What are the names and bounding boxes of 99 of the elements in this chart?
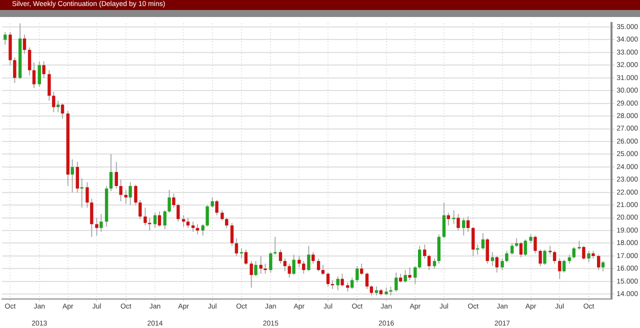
candlestick [500, 258, 504, 270]
candlestick [182, 214, 186, 228]
candlestick [60, 102, 64, 120]
candlestick [326, 272, 330, 287]
candlestick [52, 91, 56, 113]
candlestick [168, 189, 171, 214]
candlestick [28, 46, 32, 76]
candlestick [158, 210, 162, 228]
candlestick [456, 213, 460, 232]
candlestick [316, 258, 320, 272]
candlestick [56, 100, 60, 113]
candlestick [414, 266, 417, 284]
candlestick [350, 277, 354, 290]
candlestick [292, 254, 296, 276]
candlestick [254, 260, 258, 277]
candlestick [432, 258, 436, 270]
candlestick [597, 254, 600, 270]
candlestick [558, 258, 562, 280]
candlestick [505, 250, 508, 263]
candlestick [582, 245, 586, 260]
candlestick [490, 252, 494, 267]
candlestick [394, 272, 398, 292]
candlestick [128, 182, 132, 206]
candlestick [32, 62, 36, 89]
candlestick [210, 196, 214, 208]
candlestick [321, 264, 325, 276]
candlestick [163, 210, 166, 230]
candlestick [601, 260, 605, 272]
candlestick [138, 199, 142, 220]
candlestick [76, 161, 80, 193]
candlestick [225, 217, 228, 228]
candlestick [186, 217, 190, 228]
candlestick [250, 260, 253, 288]
candlestick [519, 241, 523, 258]
candlestick [234, 238, 238, 256]
candlestick [408, 266, 412, 281]
candlestick [427, 254, 431, 270]
candlestick [119, 179, 122, 202]
candlestick [524, 238, 528, 256]
candlestick [356, 266, 359, 284]
candlestick [278, 249, 282, 264]
candlestick [220, 210, 224, 221]
candlestick [42, 60, 46, 78]
candlestick [13, 57, 16, 84]
candlestick [264, 263, 267, 274]
candlestick [109, 154, 113, 192]
candlestick [269, 252, 272, 273]
candlestick [298, 255, 301, 268]
candlestick [442, 202, 446, 239]
candlestick [423, 244, 426, 259]
candlestick [510, 242, 514, 256]
candlestick [144, 207, 147, 226]
candlestick [283, 258, 287, 272]
candlestick [215, 199, 218, 216]
candlestick [176, 203, 180, 222]
candlestick [288, 263, 291, 278]
candlestick [365, 272, 369, 290]
candlestick [495, 255, 498, 273]
candlestick [538, 249, 542, 267]
candlestick [114, 161, 118, 190]
candlestick [201, 224, 204, 236]
candlestick [587, 250, 590, 263]
candlestick [206, 204, 209, 228]
candlestick [4, 32, 7, 46]
candlestick [462, 217, 466, 236]
candlestick [486, 238, 489, 264]
candlestick [481, 232, 485, 250]
candlestick [48, 70, 51, 102]
candlestick [244, 249, 248, 266]
candlestick [134, 184, 138, 206]
candlestick [404, 269, 407, 284]
candlestick [562, 259, 566, 273]
candlestick [552, 250, 556, 264]
candlestick [466, 216, 470, 232]
candlestick [472, 226, 475, 256]
candlestick [336, 276, 340, 291]
candlestick [240, 248, 244, 259]
candlestick [230, 222, 234, 246]
candlestick [95, 217, 98, 236]
candlestick [70, 158, 74, 193]
candlestick [312, 252, 315, 264]
candlestick [124, 189, 128, 204]
candlestick [543, 249, 546, 266]
candlestick [370, 284, 374, 296]
candlestick [90, 198, 94, 238]
candlestick [418, 245, 422, 270]
candlestick [340, 273, 344, 287]
candlestick [191, 221, 195, 232]
candlestick [302, 260, 306, 274]
candlestick [22, 34, 26, 54]
candlestick [360, 263, 364, 276]
candlestick [86, 182, 89, 208]
candlestick [196, 224, 200, 235]
candlestick [307, 245, 310, 272]
candlestick [172, 193, 176, 208]
candlestick [534, 235, 537, 254]
candlestick [100, 213, 103, 232]
candlestick [38, 60, 41, 88]
candlestick [274, 236, 277, 256]
